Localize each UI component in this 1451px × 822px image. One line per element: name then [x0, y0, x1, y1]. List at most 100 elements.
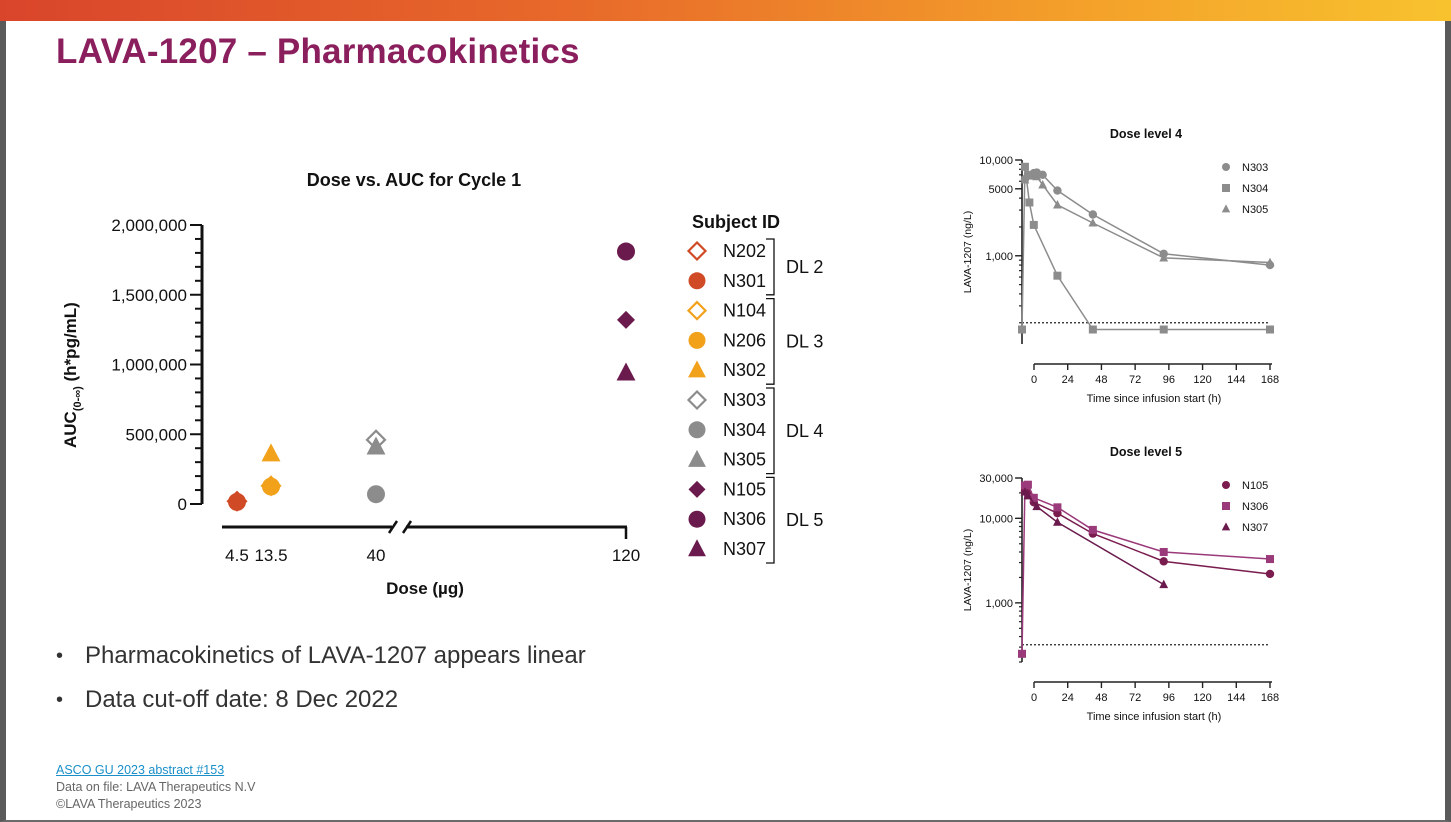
- bullet-text: Pharmacokinetics of LAVA-1207 appears li…: [85, 642, 586, 669]
- data-point-n305: [1053, 200, 1062, 209]
- legend-marker-n104: [686, 300, 708, 321]
- data-point-n105: [1159, 557, 1168, 566]
- data-point-n304: [1159, 325, 1168, 334]
- legend-label: N307: [1242, 522, 1268, 534]
- y-axis-label: LAVA-1207 (ng/L): [962, 211, 974, 294]
- x-tick-label: 13.5: [254, 546, 287, 565]
- footer-data-note: Data on file: LAVA Therapeutics N.V: [56, 780, 256, 794]
- top-gradient-bar: [0, 0, 1451, 21]
- legend-marker-n206: [688, 331, 706, 349]
- x-tick-label: 120: [612, 546, 640, 565]
- legend-marker-n302: [688, 360, 706, 378]
- abstract-link[interactable]: ASCO GU 2023 abstract #153: [56, 763, 225, 777]
- chart-title: Dose vs. AUC for Cycle 1: [307, 170, 521, 190]
- y-tick-label: 30,000: [979, 473, 1013, 485]
- legend-label: N304: [1242, 183, 1268, 195]
- legend-label: N305: [1242, 204, 1268, 216]
- data-point-n305: [1020, 175, 1030, 184]
- y-tick-label: 0: [178, 495, 187, 514]
- bullet-dot-icon: •: [56, 688, 64, 711]
- chart-title: Dose level 4: [1110, 127, 1182, 141]
- legend-label: N307: [723, 539, 766, 559]
- group-bracket: [766, 297, 775, 385]
- data-point-n305: [1159, 253, 1169, 262]
- footer: ASCO GU 2023 abstract #153 Data on file:…: [56, 762, 255, 813]
- data-point-n307: [616, 362, 636, 381]
- legend-label: N304: [723, 420, 766, 440]
- legend-label: N301: [723, 271, 766, 291]
- group-label: DL 3: [786, 331, 823, 351]
- legend-marker-n303: [686, 389, 708, 411]
- data-point-n305: [1088, 218, 1098, 227]
- x-tick-label: 120: [1193, 692, 1211, 704]
- legend-label: N305: [723, 450, 766, 470]
- legend-marker-n105: [688, 480, 706, 498]
- legend-marker-n105: [1222, 481, 1230, 489]
- x-axis-break-mark: [387, 520, 399, 534]
- y-tick-label: 1,000,000: [111, 356, 187, 375]
- legend-label: N303: [723, 390, 766, 410]
- x-tick-label: 24: [1062, 692, 1074, 704]
- legend-label: N303: [1242, 162, 1268, 174]
- dose-level-4-chart: Dose level 4 0 24 48 72 96 120 144 168 Time since…: [962, 127, 1279, 405]
- data-point-n304: [1018, 325, 1026, 334]
- y-tick-label: 10,000: [979, 155, 1013, 167]
- bullet-item: • Pharmacokinetics of LAVA-1207 appears …: [56, 634, 586, 678]
- y-tick-label: 1,000: [985, 598, 1013, 610]
- x-axis-label: Time since infusion start (h): [1087, 711, 1222, 723]
- x-tick-label: 168: [1261, 374, 1279, 386]
- data-point-n306: [1088, 525, 1097, 534]
- legend-label: N302: [723, 360, 766, 380]
- y-tick-label: 2,000,000: [111, 216, 187, 235]
- group-bracket: [766, 476, 775, 564]
- bullet-dot-icon: •: [56, 644, 64, 667]
- footer-copyright: ©LAVA Therapeutics 2023: [56, 797, 202, 811]
- legend-marker-n305: [688, 449, 706, 467]
- bullet-item: • Data cut-off date: 8 Dec 2022: [56, 678, 586, 722]
- data-point-n206: [262, 477, 280, 496]
- data-point-n304: [1025, 198, 1034, 207]
- data-point-n307: [1023, 490, 1033, 500]
- legend-marker-n306: [1222, 502, 1230, 510]
- data-point-n307: [1032, 501, 1042, 511]
- x-tick-label: 168: [1261, 692, 1279, 704]
- legend-marker-n305: [1221, 204, 1231, 213]
- x-axis-break-mark: [401, 520, 413, 534]
- y-tick-label: 5000: [989, 184, 1013, 196]
- data-point-n305: [1032, 171, 1042, 181]
- data-point-n303: [1053, 186, 1062, 195]
- group-label: DL 5: [786, 510, 823, 530]
- y-tick-label: 1,000: [985, 251, 1013, 263]
- x-axis-label: Time since infusion start (h): [1087, 393, 1222, 405]
- y-tick-label: 500,000: [126, 425, 187, 444]
- y-tick-label: 1,500,000: [111, 286, 187, 305]
- legend-label: N306: [723, 509, 766, 529]
- series-line-n307: [1024, 491, 1165, 586]
- y-axis-label: AUC(0-∞) (h*pg/mL): [61, 302, 84, 448]
- data-point-n302: [261, 443, 281, 462]
- data-point-n303: [1088, 210, 1098, 219]
- group-bracket: [766, 387, 775, 475]
- series-line-n105: [1024, 490, 1271, 575]
- x-tick-label: 40: [367, 546, 386, 565]
- data-point-n305: [1026, 171, 1036, 180]
- x-tick-label: 4.5: [225, 546, 249, 565]
- chart-title: Dose level 5: [1110, 445, 1182, 459]
- legend-label: N105: [723, 479, 766, 499]
- data-point-n306: [1266, 555, 1274, 564]
- dose-auc-chart: Dose vs. AUC for Cycle 1 0 500,000 1,000,00…: [61, 170, 823, 598]
- x-tick-label: 48: [1095, 374, 1107, 386]
- legend-label: N105: [1242, 480, 1268, 492]
- series-line-n303: [1024, 171, 1271, 266]
- data-point-n304: [1029, 220, 1038, 229]
- data-point-n306: [1159, 547, 1168, 556]
- bullet-text: Data cut-off date: 8 Dec 2022: [85, 686, 399, 713]
- legend-marker-n307: [688, 539, 706, 557]
- data-point-n301: [228, 492, 246, 511]
- data-point-n306: [1023, 480, 1032, 489]
- data-point-n307: [1159, 579, 1169, 589]
- x-tick-label: 48: [1095, 692, 1107, 704]
- data-point-n306: [1018, 649, 1026, 658]
- legend-marker-n307: [1221, 522, 1231, 531]
